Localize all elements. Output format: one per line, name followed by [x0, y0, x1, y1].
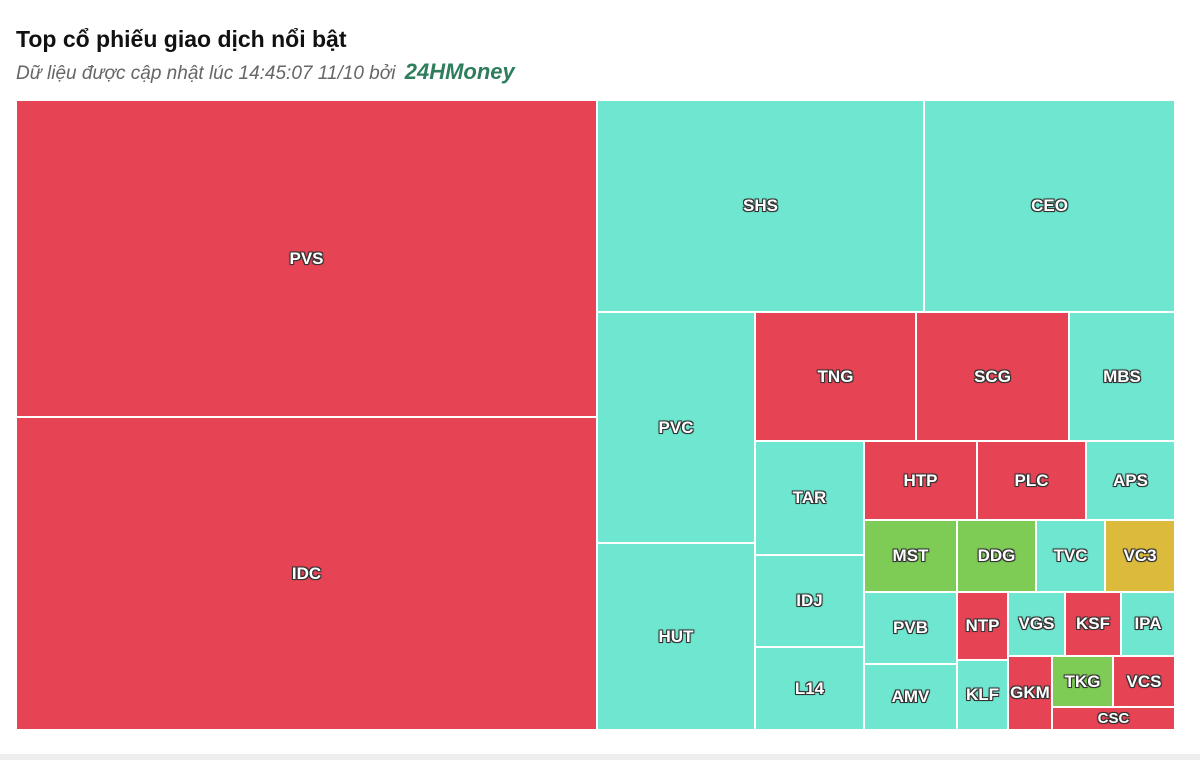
- treemap-tile-aps[interactable]: APS: [1086, 441, 1175, 520]
- tile-label-vcs: VCS: [1126, 671, 1162, 691]
- treemap-tile-tar[interactable]: TAR: [755, 441, 864, 555]
- tile-label-pvs: PVS: [289, 248, 324, 268]
- tile-label-gkm: GKM: [1010, 683, 1050, 702]
- tile-label-vc3: VC3: [1123, 546, 1157, 565]
- treemap-tile-amv[interactable]: AMV: [864, 664, 957, 730]
- treemap-tile-tkg[interactable]: TKG: [1052, 656, 1113, 707]
- tile-label-plc: PLC: [1014, 470, 1049, 490]
- treemap-tile-mst[interactable]: MST: [864, 520, 957, 592]
- tile-label-shs: SHS: [743, 196, 778, 215]
- treemap-tile-idj[interactable]: IDJ: [755, 555, 864, 647]
- treemap-tile-ksf[interactable]: KSF: [1065, 592, 1121, 656]
- tile-label-idc: IDC: [291, 563, 322, 583]
- treemap-tile-ceo[interactable]: CEO: [924, 100, 1175, 312]
- tile-label-tkg: TKG: [1064, 671, 1101, 691]
- update-text: Dữ liệu được cập nhật lúc 14:45:07 11/10…: [16, 63, 396, 84]
- treemap-tile-pvc[interactable]: PVC: [597, 312, 755, 543]
- treemap-tile-ntp[interactable]: NTP: [957, 592, 1008, 660]
- bottom-divider: [0, 754, 1200, 760]
- treemap-tile-shs[interactable]: SHS: [597, 100, 924, 312]
- treemap-tile-gkm[interactable]: GKM: [1008, 656, 1052, 730]
- brand-link[interactable]: 24HMoney: [404, 59, 515, 84]
- tile-label-hut: HUT: [658, 626, 694, 646]
- treemap-tile-vcs[interactable]: VCS: [1113, 656, 1175, 707]
- treemap-tile-scg[interactable]: SCG: [916, 312, 1069, 441]
- treemap-tile-vc3[interactable]: VC3: [1105, 520, 1175, 592]
- tile-label-l14: L14: [794, 678, 825, 698]
- tile-label-mbs: MBS: [1103, 366, 1141, 386]
- tile-label-ddg: DDG: [977, 546, 1016, 565]
- treemap-tile-pvs[interactable]: PVS: [16, 100, 597, 417]
- treemap-tile-pvb[interactable]: PVB: [864, 592, 957, 664]
- tile-label-ipa: IPA: [1134, 614, 1162, 633]
- tile-label-klf: KLF: [965, 685, 1000, 704]
- chart-title: Top cổ phiếu giao dịch nổi bật: [16, 26, 347, 52]
- tile-label-tar: TAR: [792, 488, 827, 507]
- tile-label-ntp: NTP: [965, 616, 1000, 635]
- tile-label-pvb: PVB: [893, 618, 928, 637]
- treemap-tile-plc[interactable]: PLC: [977, 441, 1086, 520]
- tile-label-idj: IDJ: [796, 591, 823, 610]
- tile-label-csc: CSC: [1097, 710, 1130, 727]
- treemap-tile-l14[interactable]: L14: [755, 647, 864, 730]
- treemap-tile-csc[interactable]: CSC: [1052, 707, 1175, 730]
- tile-label-htp: HTP: [903, 470, 938, 490]
- treemap-tile-htp[interactable]: HTP: [864, 441, 977, 520]
- treemap-tile-ipa[interactable]: IPA: [1121, 592, 1175, 656]
- tile-label-amv: AMV: [891, 687, 930, 706]
- treemap-tile-tng[interactable]: TNG: [755, 312, 916, 441]
- treemap-tile-tvc[interactable]: TVC: [1036, 520, 1105, 592]
- treemap-tile-ddg[interactable]: DDG: [957, 520, 1036, 592]
- treemap-tile-mbs[interactable]: MBS: [1069, 312, 1175, 441]
- treemap-tile-idc[interactable]: IDC: [16, 417, 597, 730]
- tile-label-aps: APS: [1113, 470, 1148, 490]
- tile-label-ksf: KSF: [1076, 614, 1110, 633]
- tile-label-scg: SCG: [974, 366, 1011, 386]
- tile-label-tvc: TVC: [1053, 546, 1088, 565]
- treemap-tile-hut[interactable]: HUT: [597, 543, 755, 730]
- tile-label-ceo: CEO: [1031, 196, 1068, 215]
- treemap-tile-klf[interactable]: KLF: [957, 660, 1008, 730]
- tile-label-pvc: PVC: [658, 417, 694, 437]
- treemap-tile-vgs[interactable]: VGS: [1008, 592, 1065, 656]
- tile-label-tng: TNG: [817, 366, 854, 386]
- tile-label-vgs: VGS: [1018, 614, 1055, 633]
- tile-label-mst: MST: [892, 546, 929, 565]
- treemap-chart: PVS IDC SHS CEO PVC HUT TNG SCG MBS TAR HTP PLC APS M…: [16, 100, 1175, 730]
- update-info: Dữ liệu được cập nhật lúc 14:45:07 11/10…: [16, 59, 515, 85]
